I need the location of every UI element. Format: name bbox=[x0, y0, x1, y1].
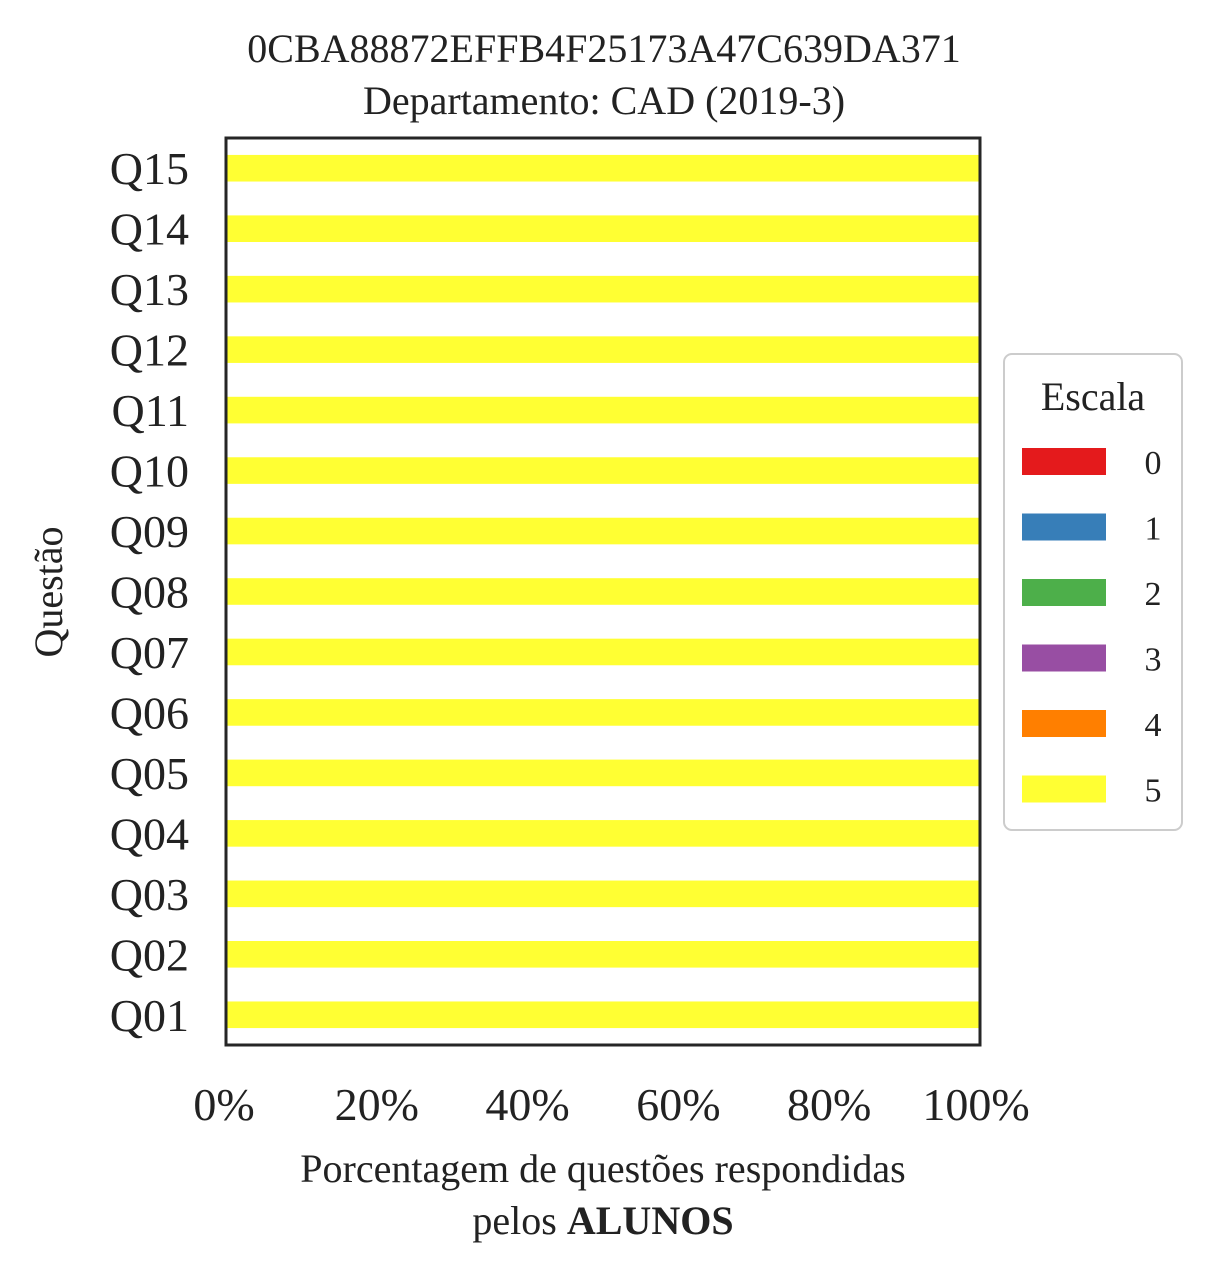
x-tick-label-0: 0% bbox=[193, 1079, 254, 1130]
legend: Escala 0 1 2 3 4 5 bbox=[1003, 353, 1183, 831]
y-tick-label-q05: Q05 bbox=[110, 748, 189, 799]
legend-swatch-5 bbox=[1022, 775, 1106, 803]
legend-swatch-4 bbox=[1022, 710, 1106, 737]
x-tick-label-4: 80% bbox=[787, 1079, 871, 1130]
x-tick-label-2: 40% bbox=[485, 1079, 569, 1130]
bar-q04-scale-5 bbox=[226, 820, 980, 847]
bar-q06-scale-5 bbox=[226, 699, 980, 726]
legend-items: 0 1 2 3 4 5 bbox=[1022, 445, 1162, 810]
legend-label-2: 2 bbox=[1145, 576, 1162, 613]
chart-title-line1: 0CBA88872EFFB4F25173A47C639DA371 bbox=[247, 26, 960, 71]
y-tick-label-q12: Q12 bbox=[110, 325, 189, 376]
legend-label-1: 1 bbox=[1145, 511, 1162, 548]
y-axis-label: Questão bbox=[26, 526, 71, 657]
x-tick-label-5: 100% bbox=[922, 1079, 1029, 1130]
bar-q01-scale-5 bbox=[226, 1001, 980, 1029]
bar-q14-scale-5 bbox=[226, 215, 980, 243]
x-axis-label-bold: ALUNOS bbox=[567, 1198, 734, 1243]
bar-q03-scale-5 bbox=[226, 880, 980, 908]
y-tick-label-q07: Q07 bbox=[110, 627, 189, 678]
bar-q08-scale-5 bbox=[226, 578, 980, 605]
x-tick-label-3: 60% bbox=[636, 1079, 720, 1130]
bar-q02-scale-5 bbox=[226, 940, 980, 968]
legend-swatch-0 bbox=[1022, 448, 1106, 475]
legend-swatch-3 bbox=[1022, 644, 1106, 672]
legend-label-3: 3 bbox=[1145, 642, 1162, 679]
legend-label-5: 5 bbox=[1145, 773, 1162, 810]
x-axis-label-line1: Porcentagem de questões respondidas bbox=[300, 1146, 905, 1191]
y-tick-label-q14: Q14 bbox=[110, 204, 189, 255]
y-tick-label-q11: Q11 bbox=[111, 385, 189, 436]
y-tick-label-q08: Q08 bbox=[110, 567, 189, 618]
bar-q13-scale-5 bbox=[226, 275, 980, 303]
y-tick-label-q10: Q10 bbox=[110, 446, 189, 497]
bar-q05-scale-5 bbox=[226, 759, 980, 787]
y-tick-labels: Q01 Q02 Q03 Q04 Q05 Q06 Q07 Q08 Q09 Q10 Q11 Q12 Q13 Q… bbox=[110, 143, 189, 1041]
plot-frame bbox=[224, 136, 982, 1047]
bar-q09-scale-5 bbox=[226, 517, 980, 545]
chart-title-line2: Departamento: CAD (2019-3) bbox=[363, 78, 845, 123]
bar-q10-scale-5 bbox=[226, 457, 980, 484]
bars-group bbox=[226, 154, 980, 1029]
bar-q11-scale-5 bbox=[226, 396, 980, 424]
y-tick-label-q01: Q01 bbox=[110, 990, 189, 1041]
legend-swatch-2 bbox=[1022, 579, 1106, 606]
y-tick-label-q06: Q06 bbox=[110, 687, 189, 738]
legend-label-4: 4 bbox=[1145, 707, 1162, 744]
legend-swatch-1 bbox=[1022, 513, 1106, 541]
bar-q07-scale-5 bbox=[226, 638, 980, 666]
y-tick-label-q03: Q03 bbox=[110, 869, 189, 920]
y-tick-label-q15: Q15 bbox=[110, 143, 189, 194]
x-tick-label-1: 20% bbox=[335, 1079, 419, 1130]
bar-q15-scale-5 bbox=[226, 154, 980, 182]
y-tick-label-q02: Q02 bbox=[110, 929, 189, 980]
x-tick-labels: 0% 20% 40% 60% 80% 100% bbox=[193, 1079, 1029, 1130]
legend-title: Escala bbox=[1041, 374, 1146, 419]
bar-q12-scale-5 bbox=[226, 336, 980, 363]
y-tick-label-q09: Q09 bbox=[110, 506, 189, 557]
y-tick-label-q04: Q04 bbox=[110, 808, 189, 859]
x-axis-label-line2: pelos ALUNOS bbox=[472, 1198, 733, 1243]
y-tick-label-q13: Q13 bbox=[110, 264, 189, 315]
x-axis-label-prefix: pelos bbox=[472, 1198, 566, 1243]
legend-label-0: 0 bbox=[1145, 445, 1162, 482]
